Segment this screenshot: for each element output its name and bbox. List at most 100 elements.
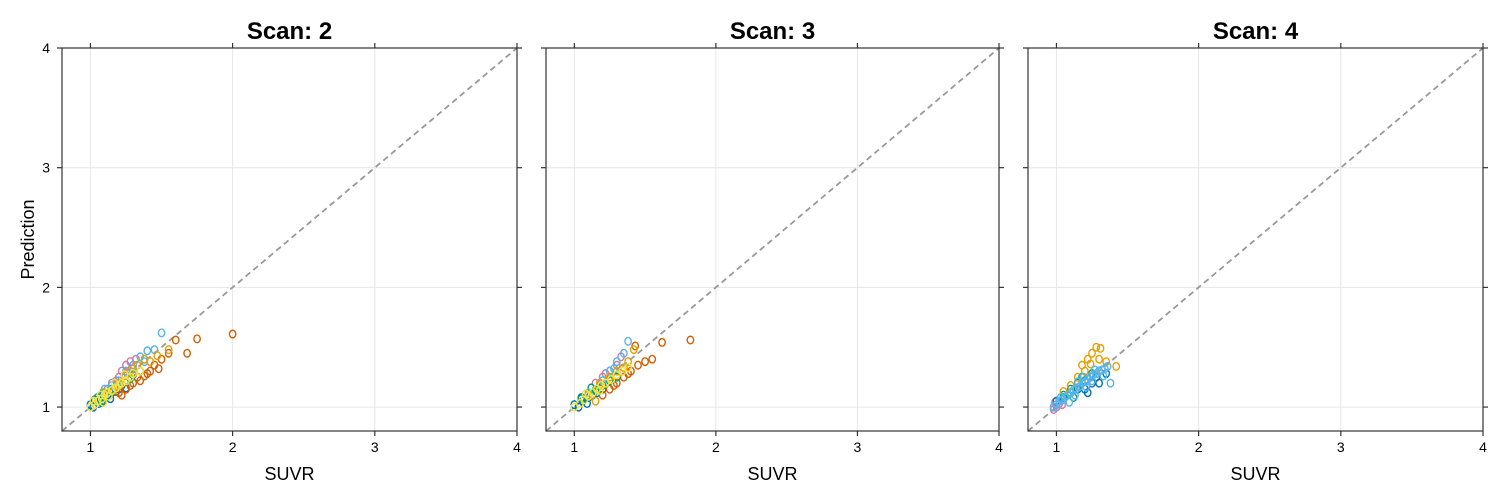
x-tick-label: 4 <box>995 439 1003 455</box>
data-point <box>1088 348 1096 358</box>
y-tick-label: 2 <box>42 279 50 295</box>
data-point <box>183 348 192 358</box>
panel-title: Scan: 4 <box>1213 18 1299 45</box>
data-point <box>612 366 621 376</box>
x-tick-label: 3 <box>1337 439 1345 455</box>
plot-frame <box>61 47 518 432</box>
data-point <box>164 345 173 355</box>
data-point <box>634 360 642 370</box>
data-point <box>157 328 166 338</box>
x-tick-label: 3 <box>854 439 862 455</box>
data-point <box>1106 378 1115 388</box>
x-tick-label: 4 <box>513 439 521 455</box>
y-axis-label: Prediction <box>18 199 38 279</box>
data-point <box>99 397 108 407</box>
data-point <box>153 351 162 361</box>
data-point <box>1103 361 1112 371</box>
data-point <box>618 366 627 376</box>
data-point <box>591 396 600 406</box>
data-point <box>1056 392 1065 402</box>
y-tick-label: 1 <box>42 399 50 415</box>
series-5 <box>100 328 166 394</box>
data-point <box>1083 388 1092 398</box>
identity-reference-line <box>1027 47 1484 432</box>
data-point <box>1078 360 1086 370</box>
data-point <box>1088 376 1096 386</box>
data-point <box>193 334 201 344</box>
data-point <box>624 363 633 373</box>
data-point <box>1095 354 1103 364</box>
data-point <box>228 329 237 339</box>
data-point <box>129 369 137 379</box>
data-point <box>146 366 155 376</box>
data-point <box>1051 397 1059 407</box>
data-point <box>1071 390 1079 400</box>
data-point <box>105 391 113 401</box>
data-point <box>1099 371 1108 381</box>
series-6 <box>584 345 638 406</box>
data-point <box>597 381 606 391</box>
plot-frame <box>545 47 1000 432</box>
data-point <box>612 357 621 367</box>
data-point <box>619 348 628 358</box>
data-point <box>686 335 695 345</box>
x-tick-label: 4 <box>1479 439 1487 455</box>
data-point <box>1079 372 1088 382</box>
data-point <box>581 389 590 399</box>
x-axis-label: SUVR <box>264 464 314 484</box>
panel-title: Scan: 2 <box>247 18 332 45</box>
data-point <box>595 385 604 395</box>
data-point <box>96 390 105 400</box>
panels: 1 1 2 2 3 3 4 4 Scan: 2 SUVR Prediction 1 2 3 4 Scan: 3… <box>18 18 1488 484</box>
data-point <box>1082 382 1091 392</box>
data-point <box>624 336 633 346</box>
series-7 <box>570 363 633 412</box>
data-point <box>171 335 180 345</box>
x-tick-label: 1 <box>1053 439 1061 455</box>
chart-panel-1: 1 1 2 2 3 3 4 4 Scan: 2 SUVR Prediction <box>18 18 522 484</box>
x-tick-label: 1 <box>570 439 578 455</box>
panel-title: Scan: 3 <box>730 18 815 45</box>
series-5 <box>1049 361 1115 412</box>
series-2 <box>114 329 237 400</box>
data-point <box>648 354 657 364</box>
data-point <box>120 370 129 380</box>
identity-reference-line <box>545 47 1000 432</box>
x-tick-label: 2 <box>712 439 720 455</box>
data-point <box>117 378 126 388</box>
data-point <box>641 357 649 367</box>
data-point <box>658 337 666 347</box>
data-point <box>117 390 126 400</box>
data-point <box>601 378 610 388</box>
x-axis-label: SUVR <box>747 464 797 484</box>
data-point <box>143 346 152 356</box>
y-tick-label: 3 <box>42 160 50 176</box>
chart-panel-2: 1 2 3 4 Scan: 3 SUVR <box>541 18 1004 484</box>
x-tick-label: 2 <box>229 439 237 455</box>
y-tick-label: 4 <box>42 40 50 56</box>
data-point <box>1112 361 1121 371</box>
data-point <box>146 357 155 367</box>
data-point <box>89 396 98 406</box>
data-point <box>136 352 145 362</box>
data-point <box>1092 342 1101 352</box>
x-tick-label: 3 <box>371 439 379 455</box>
data-point <box>110 378 119 388</box>
data-point <box>1096 343 1105 353</box>
data-point <box>154 364 163 374</box>
identity-reference-line <box>61 47 518 432</box>
data-point <box>140 371 149 381</box>
series-7 <box>86 366 145 412</box>
data-point <box>605 372 614 382</box>
data-point <box>136 366 145 376</box>
plot-frame <box>1027 47 1484 432</box>
data-point <box>607 375 616 385</box>
data-point <box>612 370 621 380</box>
data-point <box>1073 377 1082 387</box>
x-tick-label: 1 <box>87 439 95 455</box>
data-point <box>1086 359 1095 369</box>
data-point <box>1065 397 1074 407</box>
data-point <box>624 357 633 367</box>
data-point <box>1073 372 1082 382</box>
